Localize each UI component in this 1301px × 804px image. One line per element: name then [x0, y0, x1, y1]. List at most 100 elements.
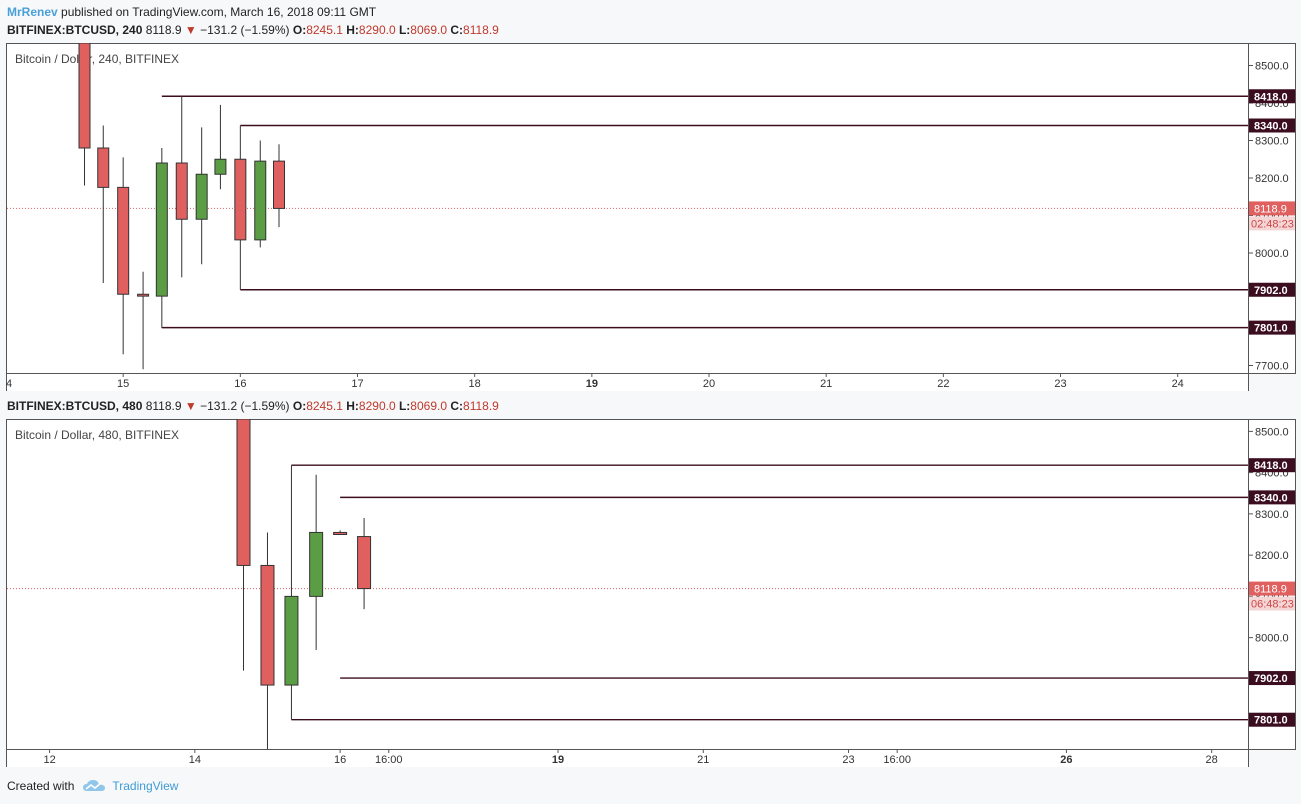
x-tick-label: 12 [43, 754, 55, 766]
x-tick-label: 23 [842, 754, 854, 766]
level-label: 8340.0 [1254, 492, 1288, 504]
interval-1: 240 [122, 23, 143, 37]
down-arrow-icon: ▼ [184, 23, 197, 37]
level-label: 8418.0 [1254, 460, 1288, 472]
x-tick-label: 17 [351, 378, 363, 390]
level-label-bg [1249, 282, 1295, 297]
candle-body[interactable] [254, 160, 267, 241]
candle-body[interactable] [78, 43, 91, 149]
candle-body[interactable] [137, 293, 150, 297]
x-tick-label: 15 [117, 378, 129, 390]
tradingview-cloud-icon [83, 780, 106, 791]
last-price-label-bg [1249, 581, 1295, 596]
tradingview-link[interactable]: TradingView [112, 779, 179, 793]
level-label-bg [1249, 458, 1295, 473]
symbol-line-1: BITFINEX:BTCUSD, 240 8118.9 ▼ −131.2 (−1… [7, 23, 499, 37]
candle-body[interactable] [260, 564, 275, 686]
time-axis[interactable] [6, 373, 1249, 392]
y-tick-label: 8500.0 [1255, 61, 1289, 73]
level-label: 7902.0 [1254, 285, 1288, 297]
author-link[interactable]: MrRenev [7, 5, 58, 19]
high-1: 8290.0 [358, 23, 396, 37]
level-label: 7801.0 [1254, 323, 1288, 335]
candle-body[interactable] [284, 595, 299, 686]
plot-area[interactable] [6, 43, 1249, 374]
x-tick-label: 22 [937, 378, 949, 390]
x-tick-label: 19 [552, 754, 564, 766]
plot-area[interactable] [6, 419, 1249, 750]
countdown-bg [1249, 596, 1295, 611]
low-1: 8069.0 [410, 23, 447, 37]
x-tick-label: 16:00 [375, 754, 403, 766]
y-tick-label: 8300.0 [1255, 136, 1289, 148]
candle-body[interactable] [333, 531, 348, 535]
level-label-bg [1249, 89, 1295, 104]
level-label-bg [1249, 320, 1295, 335]
down-arrow-icon: ▼ [184, 399, 197, 413]
countdown-label: 02:48:23 [1251, 218, 1294, 230]
symbol-line-2: BITFINEX:BTCUSD, 480 8118.9 ▼ −131.2 (−1… [7, 399, 499, 413]
last-price-label: 8118.9 [1254, 203, 1287, 215]
x-tick-label: 20 [703, 378, 715, 390]
level-label-bg [1249, 490, 1295, 505]
chart-panel-480[interactable]: Bitcoin / Dollar, 480, BITFINEX8000.0810… [6, 419, 1296, 767]
time-axis[interactable] [6, 749, 1249, 768]
x-tick-label: 28 [1206, 754, 1218, 766]
candle-body[interactable] [309, 531, 324, 597]
last-price-1: 8118.9 [145, 23, 182, 37]
y-tick-label: 8000.0 [1255, 633, 1289, 645]
candle-body[interactable] [357, 536, 372, 590]
x-tick-label: 21 [697, 754, 709, 766]
y-tick-label: 8000.0 [1255, 248, 1289, 260]
level-label: 7801.0 [1254, 715, 1288, 727]
symbol-2: BITFINEX:BTCUSD [7, 399, 116, 413]
x-tick-label: 16 [334, 754, 346, 766]
x-tick-label: 18 [469, 378, 481, 390]
y-tick-label: 8500.0 [1255, 426, 1289, 438]
level-label: 7902.0 [1254, 673, 1288, 685]
countdown-bg [1249, 216, 1295, 231]
change-2: −131.2 (−1.59%) [200, 399, 290, 413]
candle-body[interactable] [97, 147, 110, 188]
level-label-bg [1249, 712, 1295, 727]
candle-body[interactable] [236, 419, 251, 566]
level-label: 8340.0 [1254, 121, 1288, 133]
last-price-2: 8118.9 [145, 399, 182, 413]
candle-body[interactable] [234, 158, 247, 241]
open-1: 8245.1 [306, 23, 343, 37]
x-tick-label: 14 [189, 754, 201, 766]
y-tick-label: 8200.0 [1255, 173, 1289, 185]
y-tick-label: 8300.0 [1255, 509, 1289, 521]
x-tick-label: 14 [6, 378, 12, 390]
x-tick-label: 21 [820, 378, 832, 390]
chart-legend: Bitcoin / Dollar, 480, BITFINEX [15, 428, 179, 442]
high-2: 8290.0 [358, 399, 396, 413]
last-price-label-bg [1249, 201, 1295, 216]
level-label-bg [1249, 118, 1295, 133]
interval-2: 480 [122, 399, 143, 413]
level-label: 8418.0 [1254, 91, 1288, 103]
y-tick-label: 7700.0 [1255, 361, 1289, 373]
level-label-bg [1249, 671, 1295, 686]
candle-body[interactable] [155, 162, 168, 297]
x-tick-label: 24 [1172, 378, 1184, 390]
chart-panel-240[interactable]: Bitcoin / Dollar, 240, BITFINEX 7700.0 780… [6, 43, 1296, 391]
y-tick-label: 8200.0 [1255, 550, 1289, 562]
footer: Created with TradingView [7, 779, 178, 793]
candle-body[interactable] [273, 160, 286, 209]
x-tick-label: 19 [586, 378, 598, 390]
x-tick-label: 16:00 [883, 754, 911, 766]
candle-body[interactable] [117, 186, 130, 295]
last-price-label: 8118.9 [1254, 584, 1287, 596]
candle-body[interactable] [214, 158, 227, 175]
created-with-text: Created with [7, 779, 75, 793]
countdown-label: 06:48:23 [1251, 599, 1294, 611]
change-1: −131.2 (−1.59%) [200, 23, 290, 37]
candle-body[interactable] [195, 173, 208, 220]
symbol-1: BITFINEX:BTCUSD [7, 23, 116, 37]
low-2: 8069.0 [410, 399, 447, 413]
x-tick-label: 26 [1060, 754, 1072, 766]
candle-body[interactable] [175, 162, 188, 220]
chart-legend: Bitcoin / Dollar, 240, BITFINEX [15, 52, 179, 66]
x-tick-label: 23 [1054, 378, 1066, 390]
